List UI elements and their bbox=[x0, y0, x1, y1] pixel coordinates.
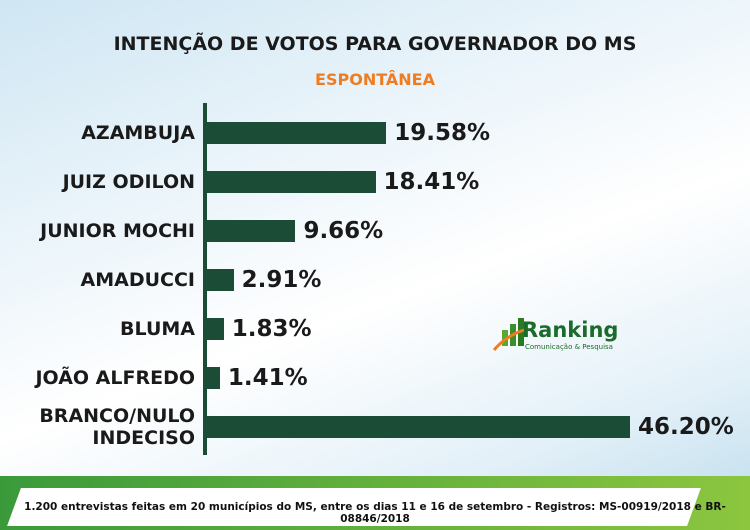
value-label: 2.91% bbox=[241, 267, 322, 293]
logo-icon bbox=[492, 318, 525, 351]
logo: Ranking Comunicação & Pesquisa bbox=[492, 316, 622, 356]
bar bbox=[207, 220, 296, 242]
category-label: JOÃO ALFREDO bbox=[35, 367, 195, 389]
bar bbox=[207, 122, 387, 144]
category-label: AMADUCCI bbox=[80, 269, 195, 291]
bar bbox=[207, 269, 234, 291]
bar bbox=[207, 416, 630, 438]
value-label: 1.83% bbox=[231, 316, 312, 342]
axis-line bbox=[203, 103, 207, 455]
category-label: JUNIOR MOCHI bbox=[40, 220, 195, 242]
category-label: AZAMBUJA bbox=[81, 122, 195, 144]
value-label: 9.66% bbox=[303, 218, 384, 244]
value-label: 18.41% bbox=[383, 169, 480, 195]
category-label: BLUMA bbox=[120, 318, 195, 340]
value-label: 19.58% bbox=[394, 120, 491, 146]
bar bbox=[207, 318, 224, 340]
logo-name: Ranking bbox=[522, 318, 619, 342]
category-label: JUIZ ODILON bbox=[62, 171, 195, 193]
logo-tagline: Comunicação & Pesquisa bbox=[525, 343, 613, 351]
category-label: BRANCO/NULO INDECISO bbox=[39, 405, 195, 449]
value-label: 1.41% bbox=[227, 365, 308, 391]
chart-title: INTENÇÃO DE VOTOS PARA GOVERNADOR DO MS bbox=[113, 33, 637, 55]
value-label: 46.20% bbox=[638, 414, 734, 440]
chart-subtitle: ESPONTÂNEA bbox=[315, 70, 435, 89]
bar bbox=[207, 171, 376, 193]
bar bbox=[207, 367, 220, 389]
footnote: 1.200 entrevistas feitas em 20 município… bbox=[24, 501, 726, 525]
